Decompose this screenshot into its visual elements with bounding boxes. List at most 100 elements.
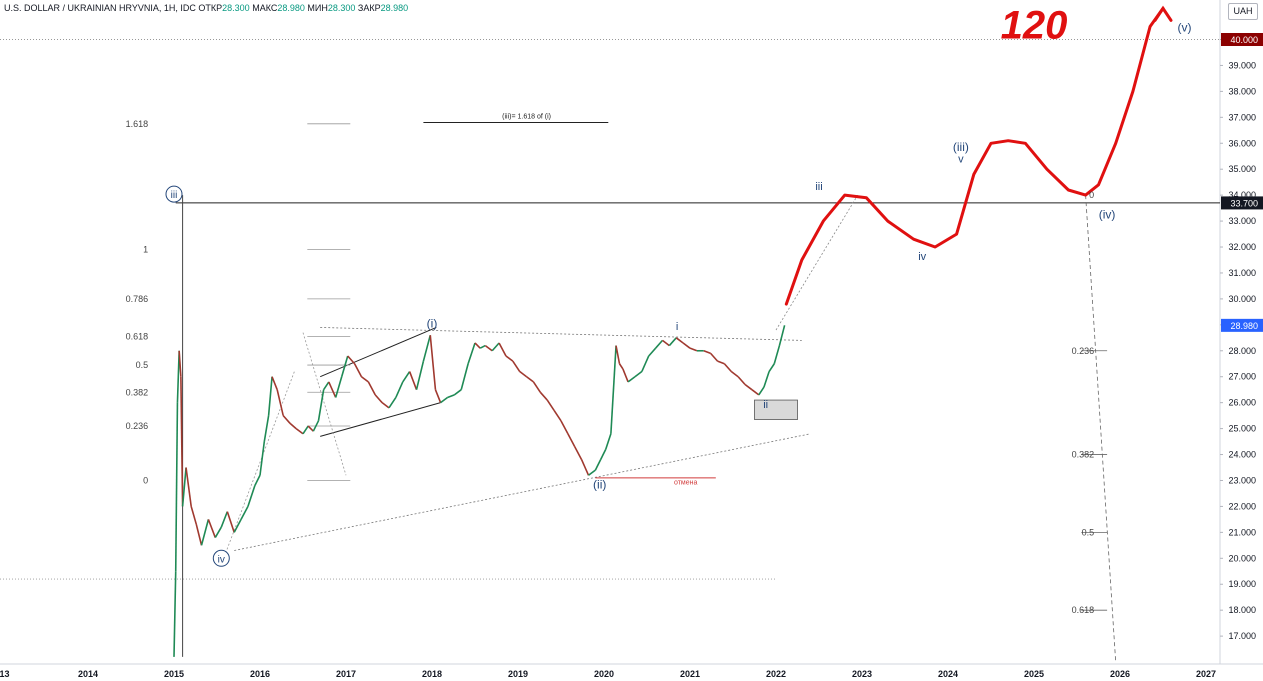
- price-segment: [634, 370, 643, 378]
- y-tick-label: 31.000: [1228, 268, 1256, 278]
- chart-header: U.S. DOLLAR / UKRAINIAN HRYVNIA, 1H, IDC…: [4, 3, 408, 13]
- price-badge: [1221, 196, 1263, 210]
- price-segment: [512, 360, 521, 372]
- lower-trendline: [234, 433, 811, 551]
- fib-note-label: (iii)= 1.618 of (i): [502, 114, 551, 121]
- wave-label: ii: [763, 399, 768, 411]
- price-segment: [259, 441, 266, 476]
- low-label: МИН: [307, 3, 328, 13]
- price-segment: [675, 337, 684, 344]
- fib-label: 1.618: [126, 119, 149, 129]
- price-segment: [302, 425, 309, 435]
- price-segment: [360, 376, 369, 383]
- price-segment: [703, 350, 711, 355]
- price-segment: [181, 467, 187, 507]
- fib-label: 0.236: [1072, 346, 1095, 356]
- symbol-title: U.S. DOLLAR / UKRAINIAN HRYVNIA, 1H, IDC: [4, 3, 196, 13]
- price-segment: [744, 383, 753, 391]
- y-tick-label: 22.000: [1228, 501, 1256, 511]
- price-segment: [347, 355, 356, 365]
- price-segment: [317, 389, 325, 421]
- y-tick-label: 37.000: [1228, 112, 1256, 122]
- price-segment: [474, 342, 481, 349]
- price-segment: [689, 347, 698, 352]
- price-segment: [580, 459, 590, 476]
- x-tick-label: 2016: [250, 669, 270, 679]
- price-segment: [207, 519, 217, 538]
- y-tick-label: 18.000: [1228, 605, 1256, 615]
- price-segment: [434, 389, 442, 403]
- price-segment: [723, 363, 732, 373]
- price-segment: [648, 347, 657, 357]
- price-badge-label: 33.700: [1230, 198, 1258, 208]
- price-segment: [604, 433, 612, 450]
- close-label: ЗАКР: [357, 3, 381, 13]
- y-tick-label: 36.000: [1228, 138, 1256, 148]
- fib-diagonal: [302, 332, 347, 476]
- price-segment: [627, 376, 636, 383]
- y-tick-label: 21.000: [1228, 527, 1256, 537]
- y-tick-label: 33.000: [1228, 216, 1256, 226]
- forecast-arrow-head: [1153, 5, 1173, 22]
- price-segment: [778, 325, 786, 346]
- price-segment: [594, 459, 602, 471]
- price-segment: [532, 381, 542, 393]
- x-tick-label: 2019: [508, 669, 528, 679]
- price-segment: [263, 415, 270, 442]
- price-segment: [190, 506, 198, 525]
- wave-label: iv: [918, 251, 926, 263]
- y-tick-label: 35.000: [1228, 164, 1256, 174]
- wave-label: v: [958, 154, 964, 166]
- price-segment: [247, 485, 256, 507]
- x-tick-label: 2025: [1024, 669, 1044, 679]
- x-tick-label: 2026: [1110, 669, 1130, 679]
- price-segment: [282, 415, 291, 424]
- wedge-lower: [320, 402, 441, 437]
- price-segment: [429, 335, 437, 390]
- fib-label: 0.786: [126, 294, 149, 304]
- y-tick-label: 34.000: [1228, 190, 1256, 200]
- x-tick-label: 2014: [78, 669, 98, 679]
- price-badge: [1221, 318, 1263, 332]
- y-tick-label: 23.000: [1228, 475, 1256, 485]
- x-tick-label: 2021: [680, 669, 700, 679]
- y-tick-label: 24.000: [1228, 450, 1256, 460]
- currency-badge[interactable]: UAH: [1228, 3, 1258, 20]
- y-tick-label: 38.000: [1228, 86, 1256, 96]
- x-tick-label: 2017: [336, 669, 356, 679]
- price-segment: [641, 355, 650, 372]
- fib-label: 0.618: [1072, 605, 1095, 615]
- y-tick-label: 20.000: [1228, 553, 1256, 563]
- price-segment: [710, 352, 719, 362]
- price-segment: [447, 394, 455, 399]
- y-tick-label: 32.000: [1228, 242, 1256, 252]
- fib-source-line: [225, 371, 295, 554]
- price-segment: [453, 389, 462, 396]
- wave-circle: [165, 185, 183, 203]
- price-segment: [178, 350, 182, 377]
- forecast-curve: [784, 6, 1165, 306]
- price-segment: [340, 355, 349, 377]
- price-segment: [599, 448, 607, 461]
- x-tick-label: 2023: [852, 669, 872, 679]
- price-segment: [176, 350, 180, 403]
- wave-label: (v): [1178, 21, 1192, 35]
- wave-label: i: [676, 321, 678, 333]
- fib-vertical-right: [1085, 195, 1117, 663]
- price-segment: [768, 363, 775, 372]
- price-segment: [498, 342, 507, 357]
- fib-label: 0.382: [126, 387, 149, 397]
- wave-label: (ii): [593, 477, 606, 491]
- x-tick-label: 2020: [594, 669, 614, 679]
- price-segment: [289, 422, 297, 430]
- projection-line: [775, 194, 859, 331]
- price-segment: [661, 339, 670, 347]
- x-tick-label: 2018: [422, 669, 442, 679]
- price-segment: [312, 420, 320, 432]
- wave-label: iii: [815, 181, 822, 193]
- x-tick-label: 013: [0, 669, 10, 679]
- high-value: 28.980: [277, 3, 305, 13]
- low-value: 28.300: [327, 3, 356, 13]
- open-label: ОТКР: [198, 3, 223, 13]
